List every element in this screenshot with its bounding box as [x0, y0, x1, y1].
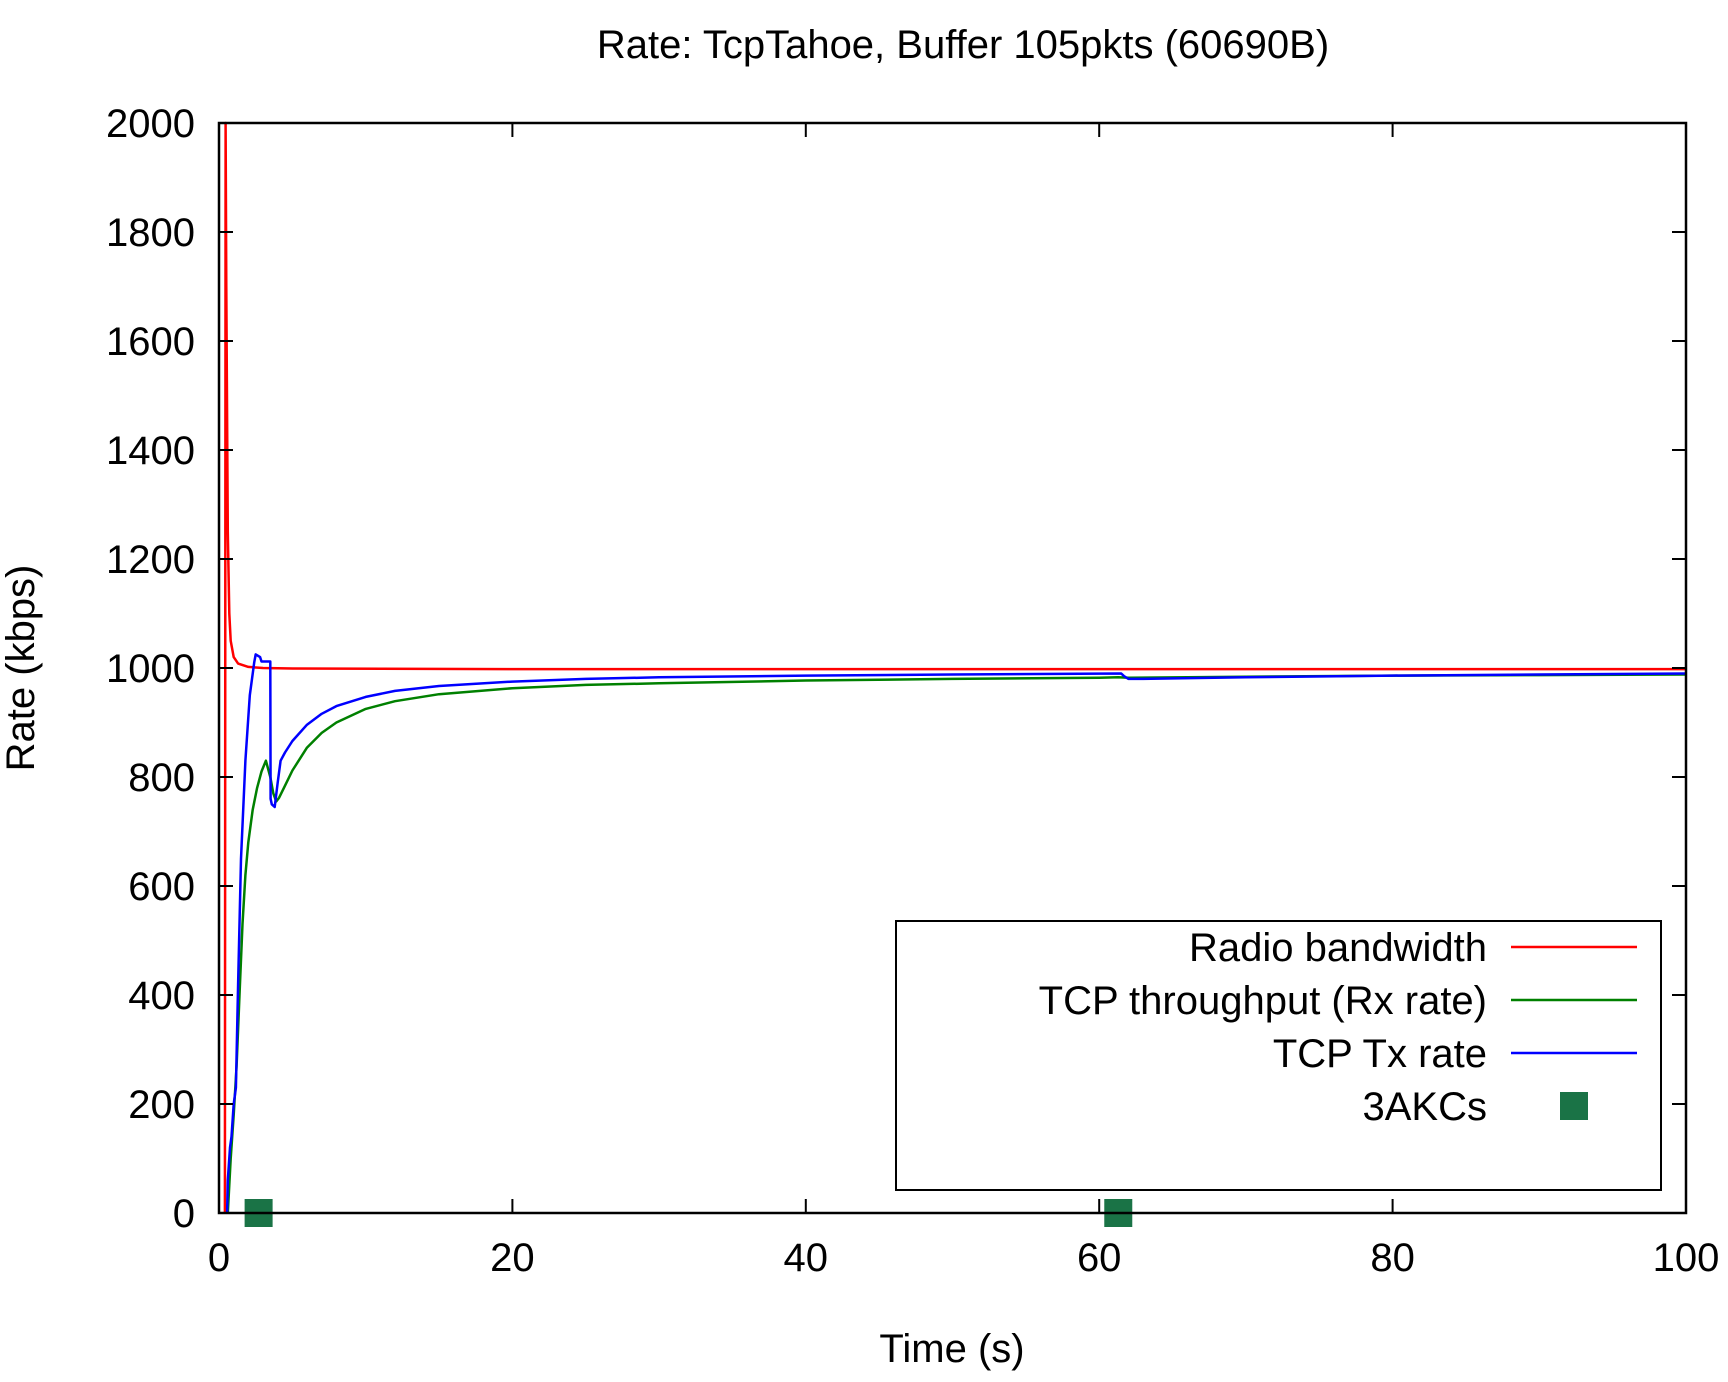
- chart-title: Rate: TcpTahoe, Buffer 105pkts (60690B): [597, 23, 1329, 67]
- y-tick-label: 600: [128, 865, 195, 909]
- y-tick-label: 1600: [106, 320, 195, 364]
- y-tick-label: 2000: [106, 102, 195, 146]
- legend-label-3akcs: 3AKCs: [1363, 1085, 1488, 1129]
- x-tick-label: 100: [1653, 1236, 1720, 1280]
- y-tick-label: 800: [128, 756, 195, 800]
- series-line-tcp-tx-rate: [225, 653, 1687, 1214]
- legend-box: [895, 920, 1662, 1191]
- y-tick-label: 1000: [106, 647, 195, 691]
- y-tick-label: 400: [128, 974, 195, 1018]
- y-tick-label: 0: [173, 1192, 195, 1236]
- legend-label-tcp-throughput-rx-rate: TCP throughput (Rx rate): [1039, 979, 1487, 1023]
- legend-swatch-3akcs: [1560, 1092, 1588, 1120]
- series-line-radio-bandwidth: [223, 121, 1686, 1214]
- y-axis: 0 200 400 600 800 1000 1200 1400 1600 1800 2000: [106, 102, 1686, 1236]
- y-tick-label: 1800: [106, 211, 195, 255]
- y-tick-label: 1400: [106, 429, 195, 473]
- y-axis-label: Rate (kbps): [0, 565, 43, 772]
- legend-label-tcp-tx-rate: TCP Tx rate: [1273, 1032, 1487, 1076]
- y-tick-label: 200: [128, 1083, 195, 1127]
- legend: Radio bandwidth TCP throughput (Rx rate) T…: [895, 920, 1662, 1191]
- x-axis: 0 20 40 60 80 100: [208, 123, 1720, 1280]
- y-tick-label: 1200: [106, 538, 195, 582]
- x-tick-label: 80: [1370, 1236, 1415, 1280]
- series-line-tcp-throughput-rx-rate: [226, 673, 1687, 1214]
- x-tick-label: 0: [208, 1236, 230, 1280]
- x-tick-label: 60: [1077, 1236, 1122, 1280]
- x-tick-label: 20: [490, 1236, 535, 1280]
- legend-label-radio-bandwidth: Radio bandwidth: [1189, 926, 1487, 970]
- x-tick-label: 40: [784, 1236, 829, 1280]
- x-axis-label: Time (s): [879, 1327, 1024, 1371]
